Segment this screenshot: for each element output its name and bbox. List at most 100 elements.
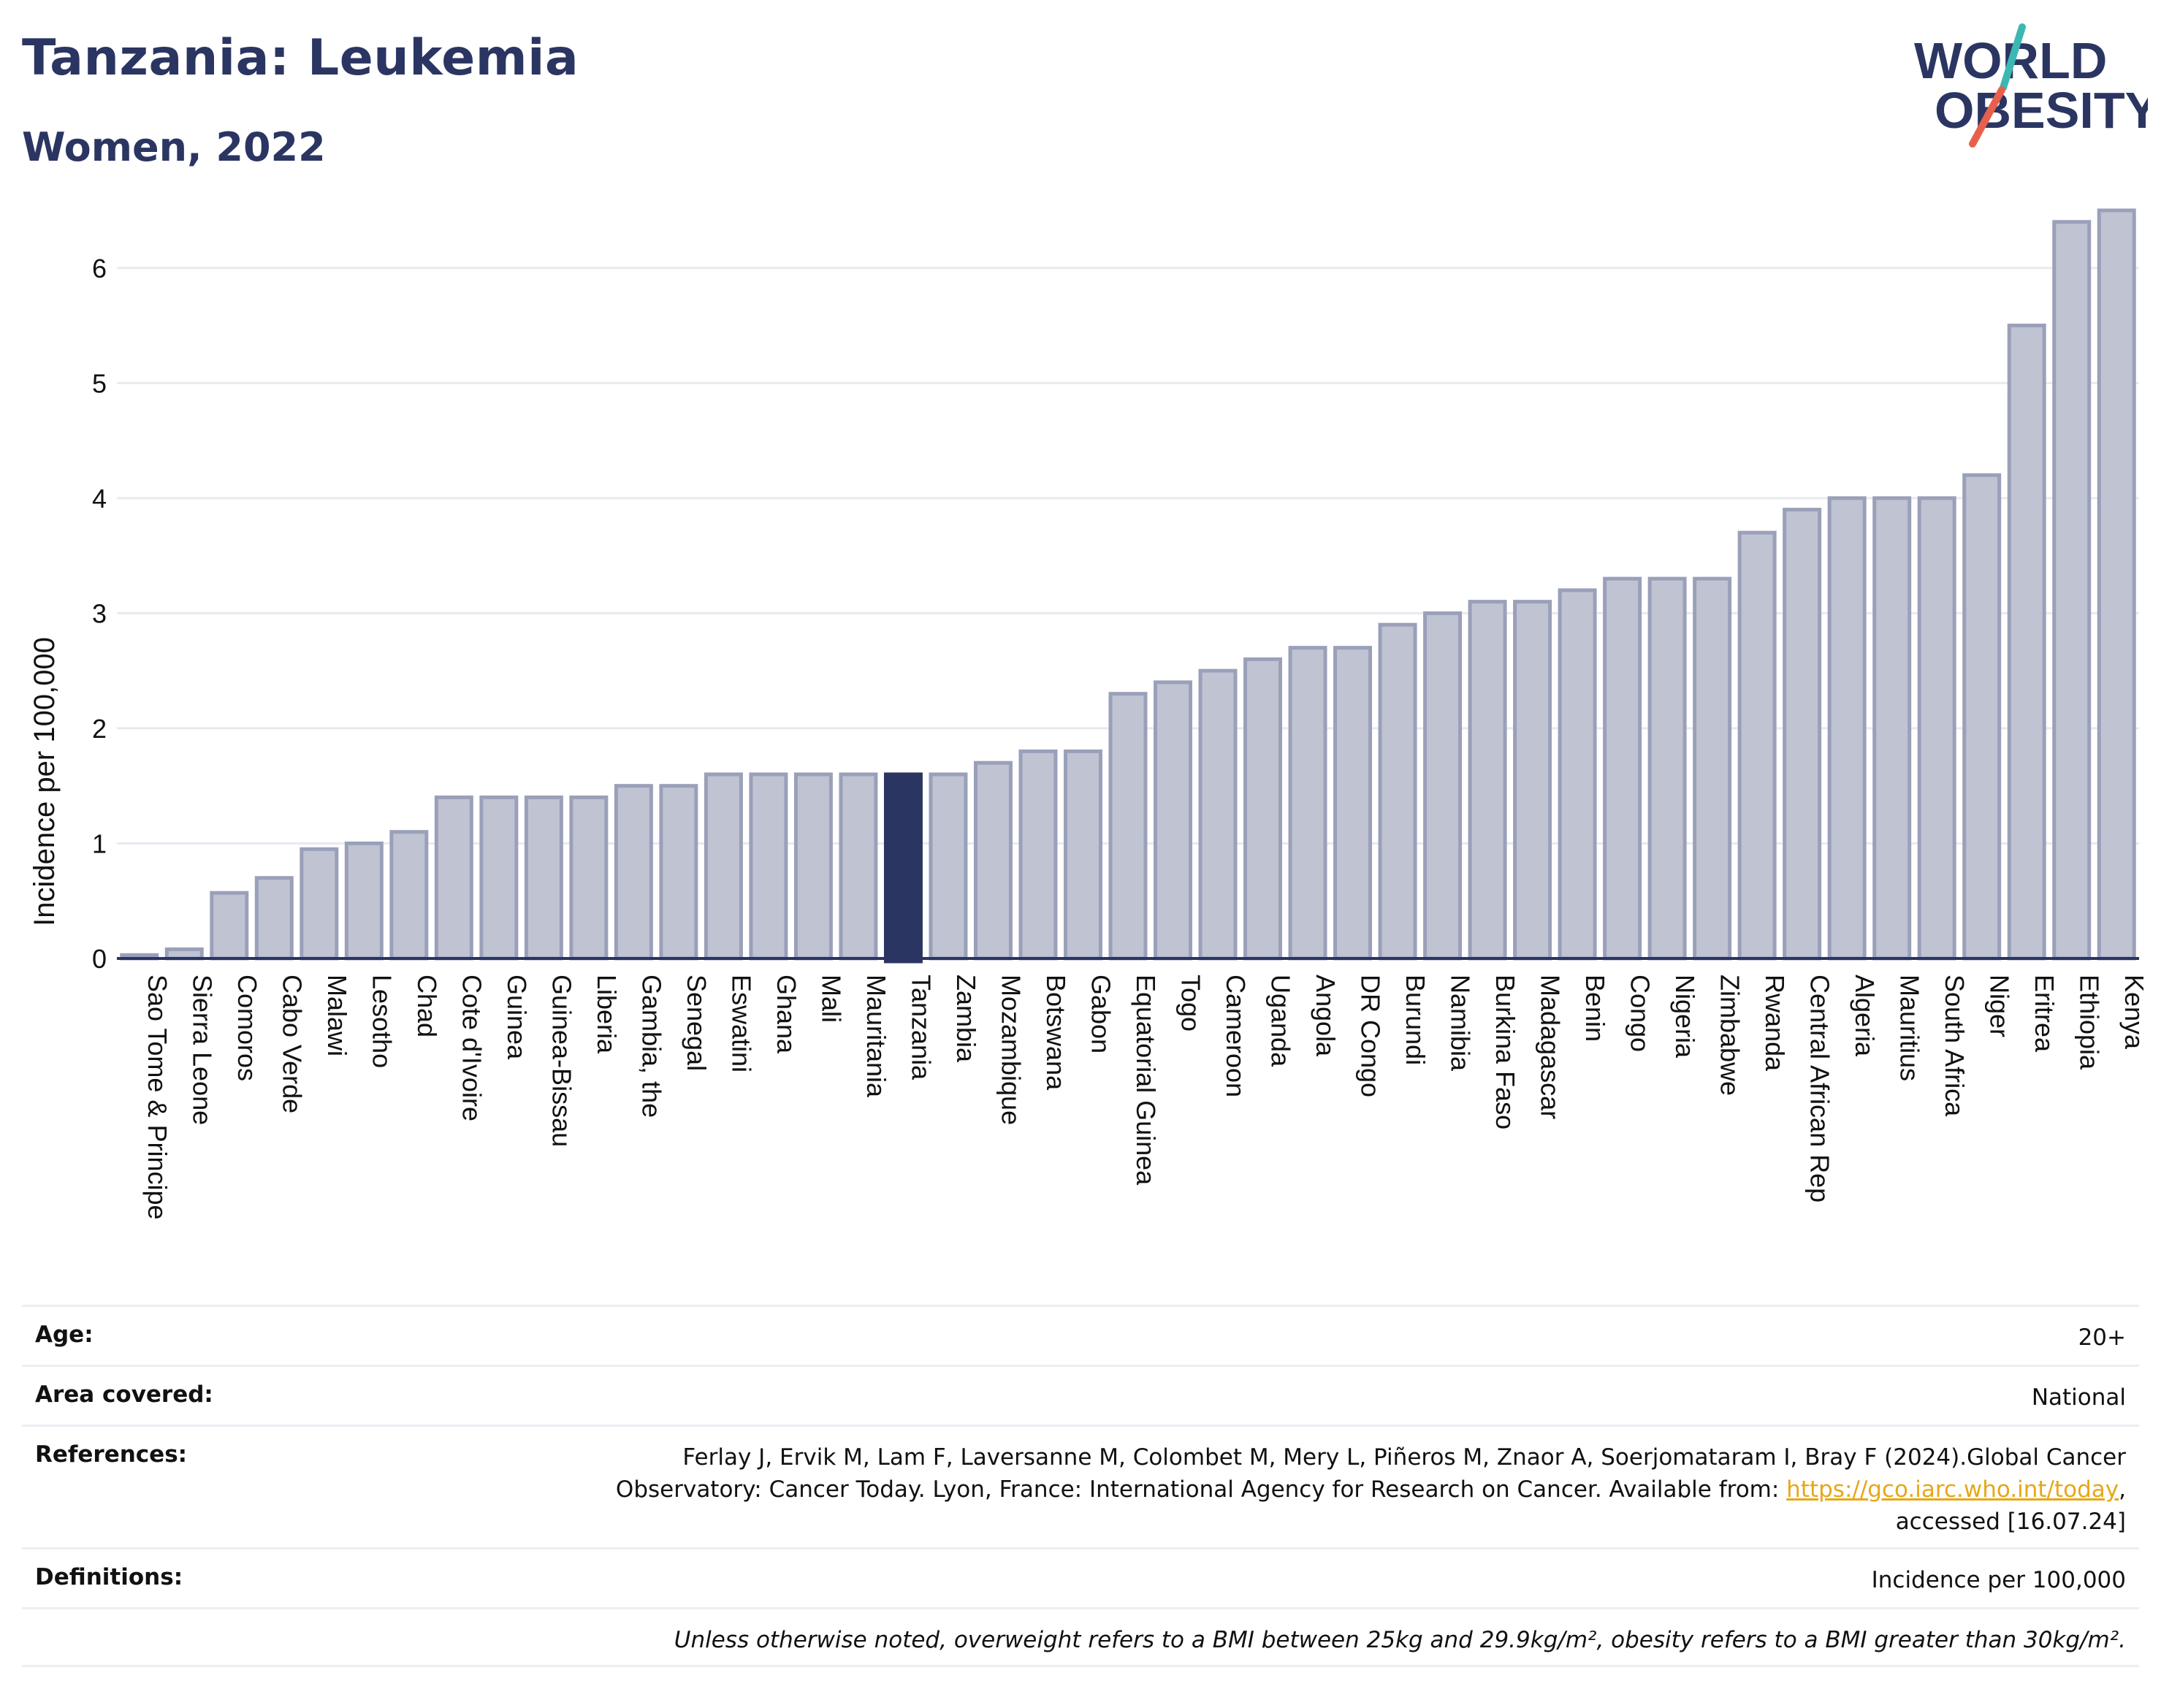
bar-ghana [749, 772, 788, 961]
x-tick-label: DR Congo [1356, 975, 1386, 1097]
x-tick-label: Guinea-Bissau [546, 975, 576, 1147]
x-tick-label: Madagascar [1536, 975, 1566, 1119]
bar-rwanda [1737, 530, 1777, 961]
x-tick-label: Comoros [232, 975, 262, 1081]
x-axis-ticks: Sao Tome & Principe Sierra Leone Comoros Ca… [142, 975, 2149, 1220]
info-row-area: Area covered: National [22, 1365, 2139, 1425]
x-tick-label: Ghana [771, 975, 801, 1054]
references-line-3: accessed [16.07.24] [1895, 1509, 2126, 1535]
bar-eritrea [2007, 324, 2046, 961]
bar-comoros [210, 891, 249, 961]
x-tick-label: Namibia [1446, 975, 1476, 1072]
logo-slash-teal [2000, 23, 2026, 91]
x-tick-label: Congo [1625, 975, 1655, 1052]
info-row-definitions: Definitions: Incidence per 100,000 [22, 1547, 2139, 1607]
x-tick-label: Cabo Verde [277, 975, 307, 1113]
bar-algeria [1827, 496, 1867, 961]
x-tick-label: Malawi [322, 975, 352, 1056]
x-tick-label: Kenya [2119, 975, 2149, 1050]
bar-south-africa [1917, 496, 1956, 961]
references-line-2-end: , [2119, 1476, 2126, 1503]
bar-burundi [1378, 622, 1417, 961]
bar-niger [1962, 473, 2002, 961]
info-row-note: Unless otherwise noted, overweight refer… [22, 1607, 2139, 1667]
x-tick-label: Gabon [1086, 975, 1116, 1053]
bar-gabon [1063, 749, 1102, 961]
x-tick-label: Rwanda [1760, 975, 1790, 1072]
x-tick-label: Guinea [502, 975, 532, 1060]
bar-madagascar [1513, 600, 1552, 961]
world-obesity-logo: WORLD OBESITY [1914, 23, 2148, 148]
definitions-label: Definitions: [35, 1564, 183, 1590]
bar-zambia [929, 772, 968, 961]
bar-cote-d-ivoire [434, 795, 473, 961]
area-value: National [2031, 1384, 2126, 1411]
age-label: Age: [35, 1322, 94, 1348]
references-link[interactable]: https://gco.iarc.who.int/today [1786, 1476, 2119, 1503]
x-tick-label: Central African Rep [1805, 975, 1835, 1202]
x-tick-label: Niger [1985, 975, 2015, 1037]
bar-guinea-bissau [524, 795, 563, 961]
y-tick-label: 4 [92, 484, 107, 514]
references-value: Ferlay J, Ervik M, Lam F, Laversanne M, … [616, 1441, 2126, 1538]
references-line-1: Ferlay J, Ervik M, Lam F, Laversanne M, … [682, 1444, 2126, 1471]
area-label: Area covered: [35, 1381, 213, 1408]
logo-slash-red [1969, 86, 2005, 148]
y-axis-ticks: 0 1 2 3 4 5 6 [92, 253, 107, 974]
x-tick-label: Cameroon [1221, 975, 1251, 1097]
x-tick-label: Gambia, the [636, 975, 666, 1118]
x-tick-label: Mozambique [996, 975, 1026, 1125]
x-tick-label: Botswana [1041, 975, 1071, 1091]
x-tick-label: Togo [1176, 975, 1206, 1032]
bar-gambia-the [614, 784, 653, 961]
x-tick-label: Sao Tome & Principe [142, 975, 172, 1220]
bar-zimbabwe [1693, 576, 1732, 961]
bar-mozambique [973, 760, 1013, 961]
y-tick-label: 6 [92, 253, 107, 283]
bar-malawi [300, 847, 339, 961]
bar-nigeria [1647, 576, 1687, 961]
bar-eswatini [704, 772, 743, 961]
info-table: Age: 20+ Area covered: National Referenc… [22, 1305, 2139, 1667]
x-tick-label: Zambia [951, 975, 981, 1063]
bar-burkina-faso [1468, 600, 1507, 961]
y-tick-label: 0 [92, 944, 107, 974]
x-tick-label: Liberia [592, 975, 622, 1054]
x-tick-label: Algeria [1850, 975, 1880, 1057]
x-tick-label: Mali [816, 975, 846, 1023]
bar-chad [389, 830, 429, 961]
chart-subtitle: Women, 2022 [22, 124, 326, 170]
x-tick-label: Cote d'Ivoire [457, 975, 487, 1121]
bar-mali [793, 772, 833, 961]
bar-mauritania [839, 772, 878, 961]
bar-equatorial-guinea [1108, 692, 1148, 961]
bar-congo [1603, 576, 1642, 961]
x-tick-label: Lesotho [367, 975, 397, 1068]
x-tick-label: Benin [1580, 975, 1610, 1042]
x-tick-label: Senegal [682, 975, 712, 1071]
x-tick-label: South Africa [1940, 975, 1970, 1117]
y-tick-label: 3 [92, 598, 107, 628]
x-tick-label: Mauritius [1895, 975, 1925, 1081]
y-tick-label: 5 [92, 368, 107, 398]
bar-angola [1288, 646, 1327, 961]
x-tick-label: Ethiopia [2075, 975, 2105, 1070]
bar-ethiopia [2052, 220, 2092, 961]
bar-botswana [1018, 749, 1058, 961]
x-tick-label: Equatorial Guinea [1131, 975, 1161, 1186]
x-tick-label: Sierra Leone [187, 975, 217, 1125]
bar-central-african-rep [1783, 508, 1822, 961]
y-tick-label: 2 [92, 714, 107, 744]
x-tick-label: Uganda [1266, 975, 1296, 1067]
chart-title: Tanzania: Leukemia [22, 29, 579, 87]
age-value: 20+ [2078, 1324, 2126, 1351]
bar-guinea [479, 795, 519, 961]
bar-cameroon [1198, 668, 1238, 961]
x-tick-label: Nigeria [1670, 975, 1700, 1059]
bar-chart: 0 1 2 3 4 5 6 Sao Tome & Principe Sierra Leone C… [28, 208, 2149, 1220]
y-axis-label: Incidence per 100,000 [28, 637, 61, 926]
x-tick-label: Burundi [1400, 975, 1430, 1065]
logo-word-obesity: OBESITY [1935, 82, 2148, 139]
bar-lesotho [344, 841, 384, 961]
bar-togo [1154, 680, 1193, 961]
